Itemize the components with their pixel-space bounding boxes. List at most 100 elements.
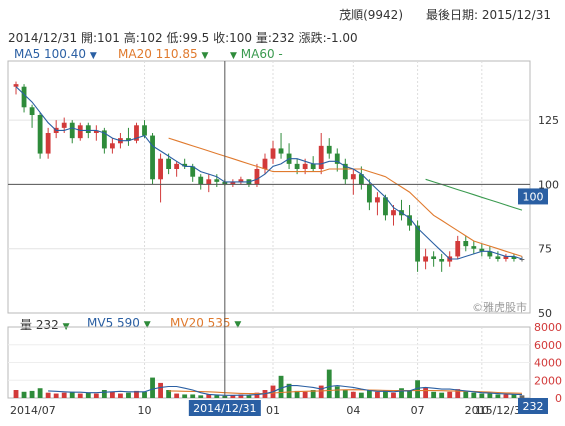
crosshair-volume-box (518, 398, 548, 414)
candle-body (318, 145, 324, 169)
volume-bar (166, 390, 172, 398)
candle-body (366, 184, 372, 203)
crosshair-layer: 2014/12/31 100 232 (8, 61, 548, 416)
volume-bar (375, 391, 380, 398)
candle-body (431, 256, 437, 259)
volume-bar (334, 386, 340, 398)
candle-body (463, 241, 469, 247)
volume-bar (93, 393, 99, 398)
volume-bar (391, 392, 396, 398)
candle-body (302, 163, 308, 169)
candle-body (415, 225, 420, 262)
ma5-dropdown-icon[interactable]: ▼ (89, 51, 97, 61)
volume-bar (415, 380, 420, 398)
x-tick-label: 01 (266, 404, 280, 417)
volume-tick-label: 4000 (534, 357, 562, 370)
candle-body (278, 148, 284, 154)
crosshair-price-box (518, 188, 548, 205)
candle-body (13, 84, 19, 87)
candle-body (310, 163, 316, 169)
volume-bar (246, 395, 252, 398)
candle-body (101, 130, 107, 149)
volume-bar (463, 390, 469, 398)
candle-body (270, 148, 276, 159)
volume-bar (206, 394, 212, 398)
volume-bar (214, 395, 220, 398)
volume-bar (326, 369, 332, 398)
candle-body (21, 86, 27, 108)
volume-bar (109, 391, 115, 398)
volume-bar (350, 391, 356, 398)
stock-name: 茂順(9942) (339, 8, 403, 22)
candle-body (45, 133, 51, 154)
mv20-dropdown-icon[interactable]: ▼ (234, 320, 242, 330)
candle-body (334, 153, 340, 164)
candle-body (93, 130, 99, 133)
volume-bar (29, 390, 35, 398)
axes-layer: 2014/07 10 01 04 07 102015/12/311251007550800… (10, 114, 562, 417)
crosshair-price-label: 100 (523, 190, 544, 203)
volume-bar (358, 392, 364, 398)
candle-body (383, 197, 388, 216)
ma5-legend[interactable]: MA5 100.40 ▼ (14, 47, 97, 61)
candle-body (37, 115, 43, 154)
price-tick-label: 100 (538, 178, 559, 191)
mv5-dropdown-icon[interactable]: ▼ (143, 320, 151, 330)
volume-tick-label: 2000 (534, 374, 562, 387)
volume-bar (190, 394, 196, 398)
volume-tick-label: 0 (555, 392, 562, 405)
chart-grid (7, 60, 531, 314)
candle-body (166, 158, 172, 169)
ma60-legend[interactable]: ▼ MA60 - (230, 47, 283, 61)
volume-label: 量 232 (20, 318, 59, 332)
crosshair-date-label: 2014/12/31 (193, 402, 256, 415)
candle-body (375, 197, 380, 203)
price-tick-label: 125 (538, 114, 559, 127)
volume-bar (198, 395, 204, 398)
volume-bar (37, 388, 43, 398)
candle-body (77, 125, 83, 139)
ma20-legend[interactable]: MA20 110.85 ▼ (118, 47, 208, 61)
volume-bar (503, 394, 509, 398)
candle-body (206, 179, 212, 185)
candle-body (158, 158, 163, 180)
candle-body (174, 163, 180, 169)
volume-bar (118, 393, 123, 398)
ma5-line (15, 86, 523, 260)
candle-body (150, 135, 155, 180)
candles-layer (13, 81, 525, 272)
volume-bar (21, 391, 27, 398)
volume-tick-label: 8000 (534, 321, 562, 334)
ma20-line (168, 137, 523, 257)
candle-body (326, 145, 332, 154)
candle-body (407, 215, 412, 226)
ma60-dropdown-icon[interactable]: ▼ (230, 51, 237, 61)
candle-body (294, 163, 300, 169)
volume-grid (7, 326, 531, 399)
volume-bar (126, 392, 131, 398)
volume-bar (447, 391, 453, 398)
x-tick-label: 04 (346, 404, 360, 417)
candle-body (134, 125, 139, 141)
ma20-dropdown-icon[interactable]: ▼ (201, 51, 209, 61)
candle-body (358, 174, 364, 185)
volume-bar (69, 391, 75, 398)
volume-bar (487, 393, 493, 398)
candle-body (254, 169, 260, 185)
ma5-label: MA5 100.40 (14, 47, 86, 61)
volume-bar (134, 390, 139, 398)
volume-bar (150, 377, 155, 398)
volume-bar (342, 390, 348, 398)
mv20-line (168, 389, 523, 395)
volume-bar (61, 392, 67, 398)
volume-bar (230, 395, 236, 398)
volume-bar (439, 392, 445, 398)
volume-bar (85, 392, 91, 398)
volume-bar (310, 390, 316, 398)
volume-bar (53, 393, 59, 398)
volume-bar (13, 390, 19, 398)
volume-bar (479, 393, 485, 398)
candle-body (495, 256, 501, 259)
volume-bar (383, 390, 388, 398)
